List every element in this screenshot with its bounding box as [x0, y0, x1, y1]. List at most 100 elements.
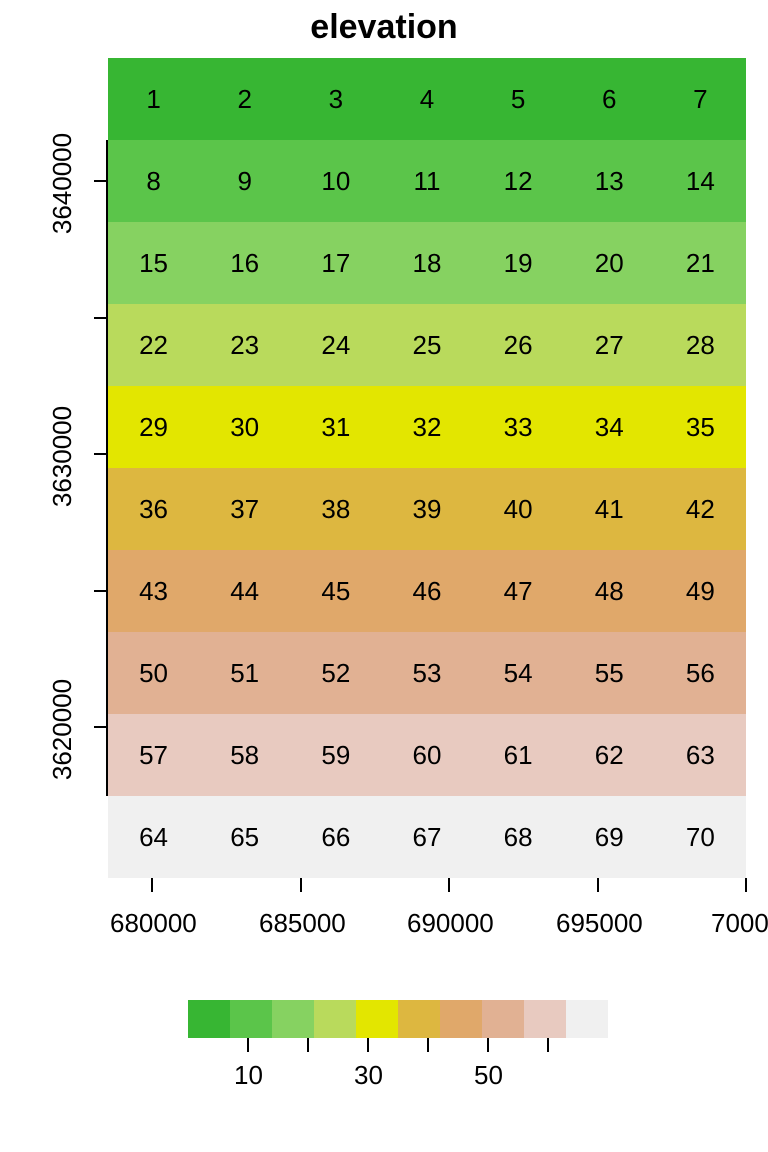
heatmap-cell: 10: [290, 140, 381, 222]
x-axis-tick-label: 70000: [711, 908, 768, 939]
legend-segment: [356, 1000, 398, 1038]
legend-segment: [188, 1000, 230, 1038]
heatmap-cell: 66: [290, 796, 381, 878]
legend-segment: [482, 1000, 524, 1038]
legend-tick: [487, 1038, 489, 1052]
heatmap-cell: 65: [199, 796, 290, 878]
x-axis-tick-label: 690000: [407, 908, 494, 939]
x-axis-tick: [745, 878, 747, 892]
heatmap-row: 64656667686970: [108, 796, 746, 878]
heatmap-cell: 69: [564, 796, 655, 878]
heatmap-cell: 9: [199, 140, 290, 222]
legend-tick: [367, 1038, 369, 1052]
heatmap-cell: 43: [108, 550, 199, 632]
heatmap-row: 36373839404142: [108, 468, 746, 550]
legend-segment: [440, 1000, 482, 1038]
heatmap-cell: 49: [655, 550, 746, 632]
heatmap-cell: 22: [108, 304, 199, 386]
heatmap-cell: 4: [381, 58, 472, 140]
legend-segment: [314, 1000, 356, 1038]
heatmap-cell: 67: [381, 796, 472, 878]
heatmap-cell: 30: [199, 386, 290, 468]
x-axis-tick-label: 680000: [110, 908, 197, 939]
y-axis-tick: [94, 726, 108, 728]
heatmap-row: 22232425262728: [108, 304, 746, 386]
legend-colorbar: [188, 1000, 608, 1038]
heatmap-cell: 38: [290, 468, 381, 550]
x-axis-tick: [151, 878, 153, 892]
legend-tick: [427, 1038, 429, 1052]
heatmap-cell: 61: [473, 714, 564, 796]
heatmap-cell: 55: [564, 632, 655, 714]
heatmap-cell: 16: [199, 222, 290, 304]
y-axis-tick: [94, 180, 108, 182]
heatmap-cell: 20: [564, 222, 655, 304]
heatmap-cell: 12: [473, 140, 564, 222]
heatmap-cell: 1: [108, 58, 199, 140]
heatmap-cell: 44: [199, 550, 290, 632]
heatmap-cell: 53: [381, 632, 472, 714]
heatmap-cell: 34: [564, 386, 655, 468]
heatmap-row: 29303132333435: [108, 386, 746, 468]
legend-ticks: [188, 1038, 608, 1056]
legend-segment: [230, 1000, 272, 1038]
legend-tick: [247, 1038, 249, 1052]
heatmap-cell: 35: [655, 386, 746, 468]
heatmap-cell: 31: [290, 386, 381, 468]
heatmap-cell: 5: [473, 58, 564, 140]
heatmap-cell: 48: [564, 550, 655, 632]
heatmap-cell: 70: [655, 796, 746, 878]
heatmap-cell: 54: [473, 632, 564, 714]
legend-tick-label: 30: [354, 1060, 383, 1091]
heatmap-cell: 63: [655, 714, 746, 796]
legend-segment: [524, 1000, 566, 1038]
y-axis-tick: [94, 453, 108, 455]
heatmap-cell: 11: [381, 140, 472, 222]
color-legend: 103050: [188, 1000, 608, 1120]
y-axis: 364000036300003620000: [60, 58, 108, 878]
heatmap-cell: 57: [108, 714, 199, 796]
legend-tick: [547, 1038, 549, 1052]
legend-tick-label: 50: [474, 1060, 503, 1091]
heatmap-cell: 58: [199, 714, 290, 796]
heatmap-cell: 56: [655, 632, 746, 714]
x-axis-tick: [597, 878, 599, 892]
legend-segment: [272, 1000, 314, 1038]
heatmap-cell: 41: [564, 468, 655, 550]
y-axis-tick-label: 3630000: [47, 406, 78, 507]
legend-segment: [398, 1000, 440, 1038]
heatmap-row: 43444546474849: [108, 550, 746, 632]
heatmap-row: 891011121314: [108, 140, 746, 222]
x-axis-tick: [448, 878, 450, 892]
heatmap-cell: 37: [199, 468, 290, 550]
y-axis-tick: [94, 590, 108, 592]
heatmap-cell: 40: [473, 468, 564, 550]
heatmap-row: 50515253545556: [108, 632, 746, 714]
heatmap-cell: 36: [108, 468, 199, 550]
heatmap-cell: 45: [290, 550, 381, 632]
heatmap-cell: 27: [564, 304, 655, 386]
x-axis: 68000068500069000069500070000: [108, 878, 746, 958]
heatmap-cell: 15: [108, 222, 199, 304]
x-axis-tick-label: 695000: [556, 908, 643, 939]
heatmap-cell: 3: [290, 58, 381, 140]
legend-tick: [307, 1038, 309, 1052]
legend-segment: [566, 1000, 608, 1038]
heatmap-cell: 23: [199, 304, 290, 386]
y-axis-tick-label: 3620000: [47, 679, 78, 780]
heatmap-cell: 47: [473, 550, 564, 632]
heatmap-cell: 17: [290, 222, 381, 304]
heatmap-row: 1234567: [108, 58, 746, 140]
heatmap-cell: 25: [381, 304, 472, 386]
heatmap-cell: 14: [655, 140, 746, 222]
heatmap-cell: 13: [564, 140, 655, 222]
y-axis-line: [106, 140, 108, 796]
heatmap-cell: 59: [290, 714, 381, 796]
heatmap-cell: 68: [473, 796, 564, 878]
heatmap-cell: 21: [655, 222, 746, 304]
heatmap-cell: 51: [199, 632, 290, 714]
y-axis-tick-label: 3640000: [47, 133, 78, 234]
heatmap-cell: 32: [381, 386, 472, 468]
heatmap-cell: 29: [108, 386, 199, 468]
heatmap-cell: 50: [108, 632, 199, 714]
